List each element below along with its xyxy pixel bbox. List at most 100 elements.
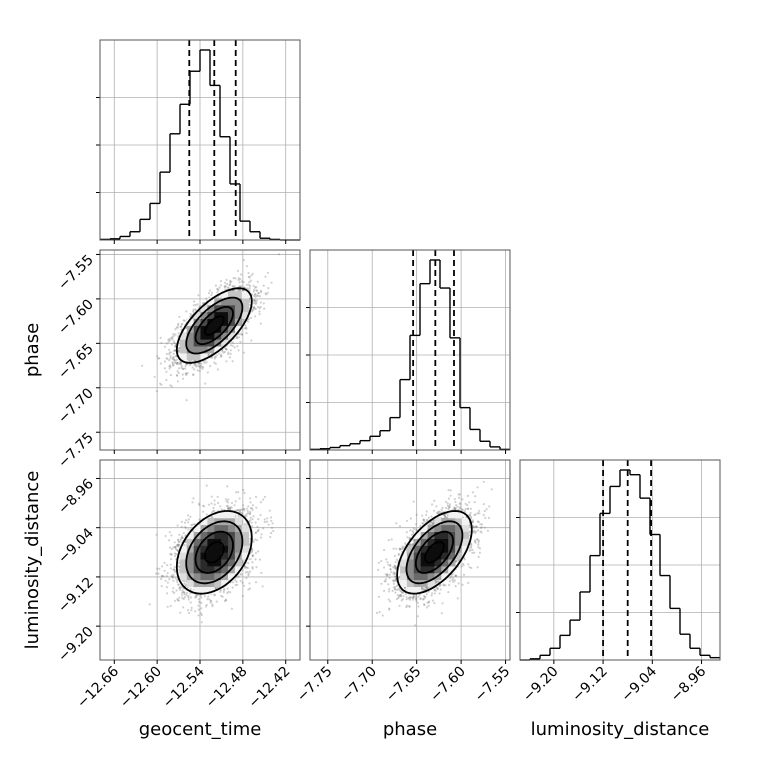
scatter-point	[225, 278, 228, 281]
scatter-point	[239, 340, 242, 343]
scatter-point	[190, 606, 193, 610]
scatter-point	[175, 363, 179, 366]
density-cell	[214, 318, 222, 326]
scatter-point	[227, 498, 230, 501]
scatter-point	[207, 291, 211, 295]
scatter-point	[172, 333, 175, 336]
scatter-point	[189, 601, 192, 604]
scatter-point	[182, 367, 185, 370]
scatter-point	[183, 319, 186, 322]
scatter-point	[210, 293, 213, 297]
scatter-point	[264, 292, 267, 295]
scatter-point	[168, 359, 171, 362]
scatter-point	[169, 563, 172, 566]
scatter-point	[205, 361, 208, 364]
scatter-point	[247, 505, 250, 508]
scatter-point	[210, 495, 213, 498]
scatter-point	[213, 357, 216, 360]
scatter-point	[257, 305, 260, 309]
scatter-point	[277, 253, 281, 256]
scatter-point	[165, 370, 168, 373]
scatter-point	[253, 294, 256, 297]
scatter-point	[219, 505, 222, 508]
scatter-point	[204, 382, 207, 385]
scatter-point	[182, 377, 185, 380]
scatter-point	[214, 284, 217, 287]
scatter-point	[198, 600, 201, 604]
scatter-point	[165, 352, 168, 356]
scatter-point	[166, 581, 169, 584]
density-cell	[186, 353, 194, 361]
scatter-point	[198, 365, 201, 368]
scatter-point	[219, 284, 222, 287]
scatter-point	[254, 295, 257, 298]
scatter-point	[253, 306, 256, 309]
scatter-point	[227, 287, 230, 290]
scatter-point	[237, 289, 240, 292]
scatter-point	[159, 362, 162, 365]
scatter-point	[176, 374, 179, 377]
scatter-point	[192, 373, 195, 376]
scatter-point	[208, 289, 212, 292]
scatter-point	[241, 594, 244, 598]
scatter-point	[194, 303, 197, 307]
scatter-point	[262, 302, 265, 305]
scatter-point	[170, 385, 173, 388]
scatter-point	[173, 359, 176, 362]
scatter-point	[229, 352, 232, 355]
scatter-point	[215, 354, 219, 357]
scatter-point	[246, 287, 249, 290]
scatter-point	[185, 593, 188, 597]
scatter-point	[168, 365, 171, 368]
scatter-point	[177, 371, 180, 375]
scatter-point	[189, 312, 192, 316]
scatter-point	[194, 309, 197, 312]
scatter-point	[160, 585, 163, 588]
scatter-point	[196, 369, 199, 372]
scatter-point	[176, 362, 179, 365]
scatter-point	[203, 361, 206, 364]
scatter-point	[200, 365, 204, 368]
scatter-point	[258, 558, 262, 561]
scatter-point	[197, 608, 200, 611]
scatter-point	[158, 357, 161, 360]
scatter-point	[229, 349, 232, 352]
scatter-point	[237, 278, 240, 282]
scatter-point	[230, 501, 234, 504]
scatter-point	[192, 308, 195, 311]
scatter-point	[171, 362, 174, 365]
scatter-point	[184, 367, 187, 370]
scatter-point	[238, 289, 242, 292]
scatter-point	[180, 325, 183, 328]
scatter-point	[238, 281, 241, 284]
scatter-point	[224, 281, 227, 284]
scatter-point	[167, 340, 170, 343]
scatter-point	[196, 365, 199, 368]
scatter-point	[171, 338, 174, 341]
scatter-point	[244, 324, 247, 327]
scatter-point	[226, 501, 229, 504]
scatter-point	[215, 600, 218, 603]
scatter-point	[251, 508, 254, 511]
scatter-point	[184, 364, 187, 368]
scatter-point	[163, 367, 166, 370]
scatter-point	[187, 598, 190, 601]
scatter-point	[170, 336, 173, 340]
scatter-point	[248, 287, 251, 290]
scatter-point	[254, 302, 257, 305]
scatter-point	[262, 284, 265, 287]
scatter-point	[252, 515, 255, 518]
scatter-point	[242, 318, 245, 322]
scatter-point	[185, 372, 188, 375]
scatter-point	[255, 294, 258, 297]
scatter-point	[193, 363, 196, 367]
scatter-point	[229, 279, 232, 282]
scatter-point	[171, 361, 174, 364]
scatter-point	[248, 281, 251, 284]
scatter-point	[165, 592, 169, 595]
scatter-point	[266, 291, 269, 294]
density-cell	[221, 304, 229, 313]
scatter-point	[238, 285, 241, 288]
scatter-point	[226, 485, 229, 488]
scatter-point	[264, 275, 267, 278]
